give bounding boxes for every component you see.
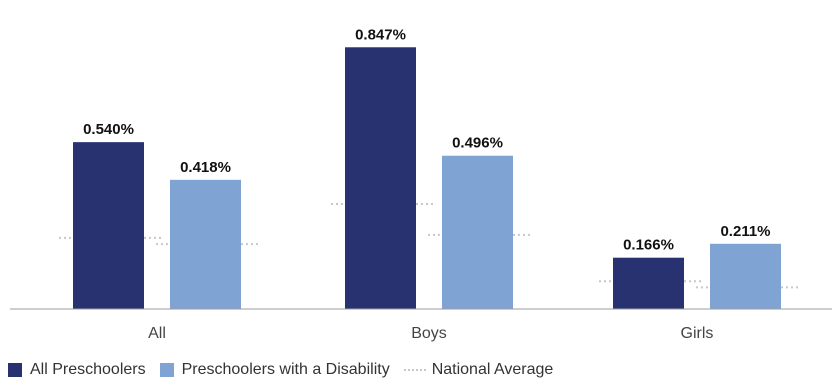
legend-label-preschoolers-with-disability: Preschoolers with a Disability xyxy=(181,361,390,378)
x-axis-labels: All Boys Girls xyxy=(148,325,713,342)
legend-swatch-all-preschoolers xyxy=(8,363,22,377)
value-label-boys-all-preschoolers: 0.847% xyxy=(355,26,406,43)
value-label-girls-preschoolers-with-a-disability: 0.211% xyxy=(720,223,770,240)
legend-item-national-average[interactable]: National Average xyxy=(403,361,554,379)
bar-all-all-preschoolers[interactable] xyxy=(73,142,144,309)
bar-girls-all-preschoolers[interactable] xyxy=(613,257,684,309)
value-label-boys-preschoolers-with-a-disability: 0.496% xyxy=(452,135,503,152)
legend-swatch-preschoolers-with-disability xyxy=(159,363,174,377)
x-tick-label-boys: Boys xyxy=(411,325,447,342)
value-labels-group: 0.540% 0.418% 0.847% 0.496% 0.166% 0.211% xyxy=(83,26,770,253)
legend-item-all-preschoolers[interactable]: All Preschoolers xyxy=(8,361,146,379)
x-tick-label-girls: Girls xyxy=(681,325,714,342)
x-tick-label-all: All xyxy=(148,325,166,342)
bar-boys-all-preschoolers[interactable] xyxy=(345,47,416,309)
value-label-all-preschoolers-with-a-disability: 0.418% xyxy=(180,159,231,176)
bars-group xyxy=(73,47,781,309)
value-label-girls-all-preschoolers: 0.166% xyxy=(623,237,674,254)
legend-swatch-national-average xyxy=(403,369,426,371)
value-label-all-all-preschoolers: 0.540% xyxy=(83,121,134,138)
legend-item-preschoolers-with-disability[interactable]: Preschoolers with a Disability xyxy=(159,361,390,379)
legend-label-all-preschoolers: All Preschoolers xyxy=(30,361,146,378)
bar-boys-preschoolers-with-a-disability[interactable] xyxy=(442,155,513,309)
bar-all-preschoolers-with-a-disability[interactable] xyxy=(170,179,241,309)
legend-label-national-average: National Average xyxy=(431,361,554,378)
legend: All Preschoolers Preschoolers with a Dis… xyxy=(8,360,567,380)
bar-girls-preschoolers-with-a-disability[interactable] xyxy=(710,243,781,309)
